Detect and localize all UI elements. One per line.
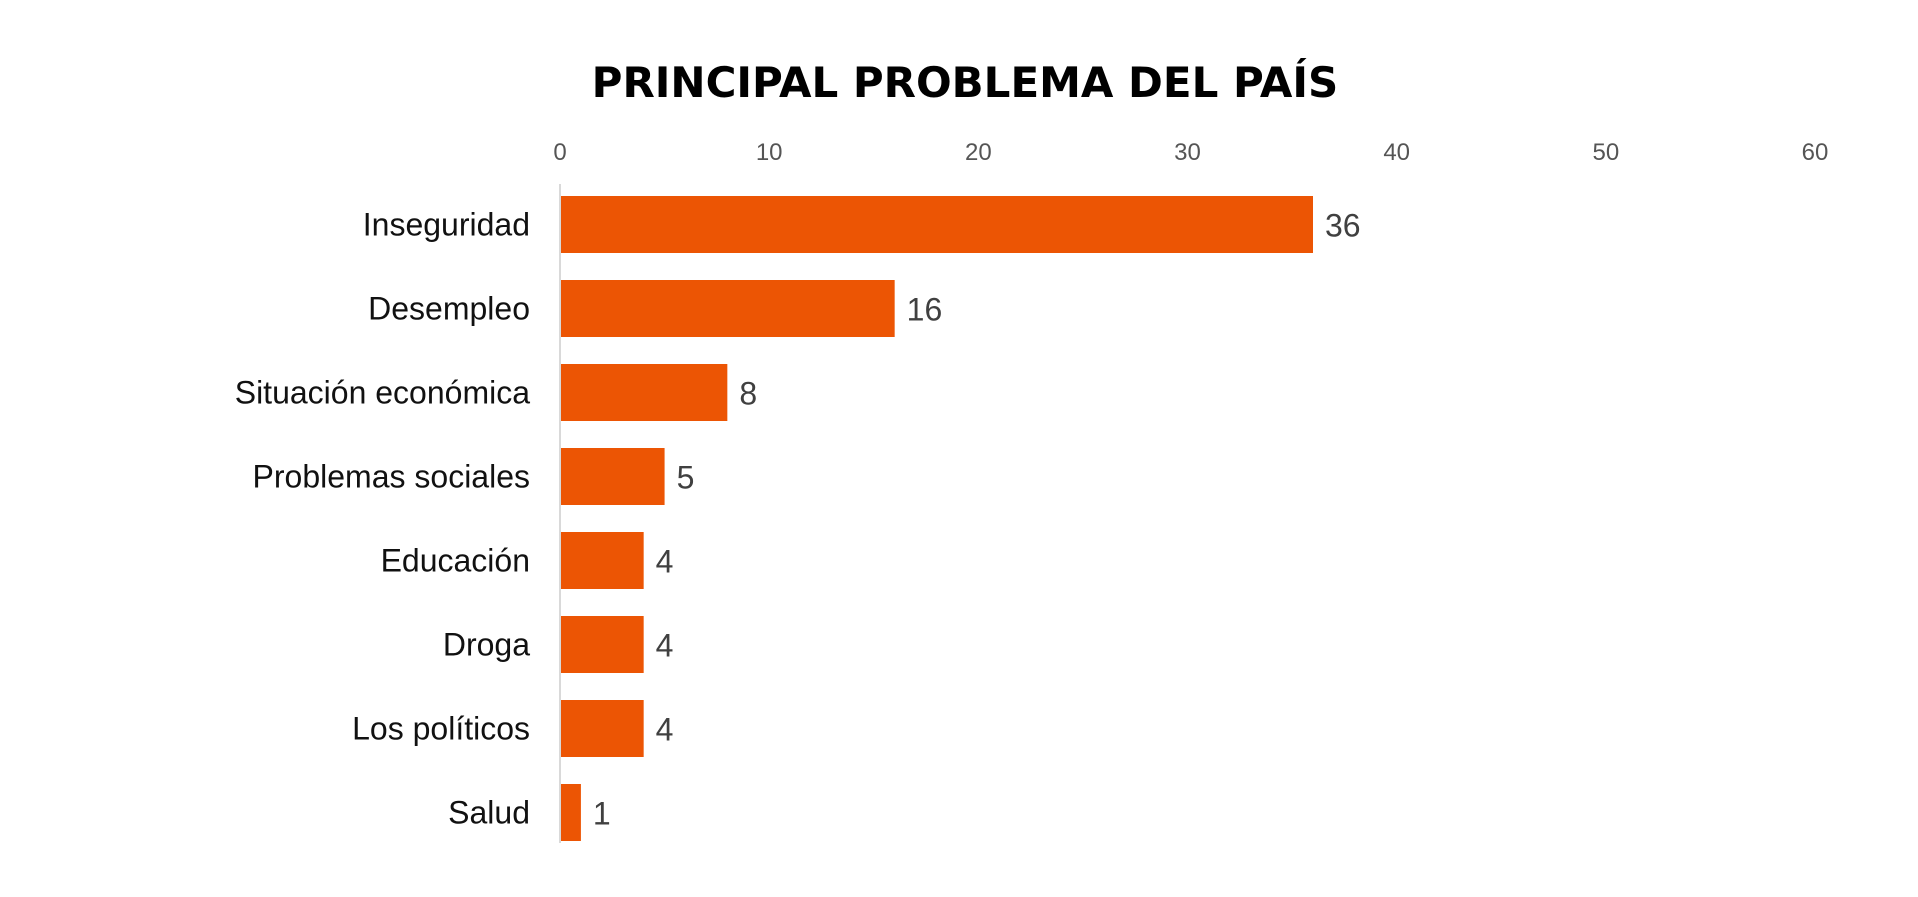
x-tick-label: 40 xyxy=(1383,139,1410,166)
data-label: 4 xyxy=(656,544,674,580)
category-label: Problemas sociales xyxy=(253,459,530,495)
data-labels: 36 16 8 5 4 4 4 1 xyxy=(593,208,1361,832)
data-label: 4 xyxy=(656,712,674,748)
data-label: 1 xyxy=(593,796,611,832)
x-tick-label: 60 xyxy=(1802,139,1829,166)
data-label: 36 xyxy=(1325,208,1361,244)
category-label: Droga xyxy=(443,627,530,663)
data-label: 8 xyxy=(739,376,757,412)
category-labels: Inseguridad Desempleo Situación económica P… xyxy=(235,207,530,831)
x-axis-ticks: 0 10 20 30 40 50 60 xyxy=(553,139,1828,166)
bar xyxy=(561,280,895,337)
x-tick-label: 30 xyxy=(1174,139,1201,166)
data-label: 4 xyxy=(656,628,674,664)
bar xyxy=(561,448,665,505)
bar xyxy=(561,616,644,673)
x-tick-label: 10 xyxy=(756,139,783,166)
x-tick-label: 20 xyxy=(965,139,992,166)
data-label: 5 xyxy=(677,460,695,496)
category-label: Salud xyxy=(448,795,530,831)
category-label: Inseguridad xyxy=(363,207,530,243)
bar xyxy=(561,364,728,421)
category-label: Desempleo xyxy=(368,291,530,327)
bars-group xyxy=(561,196,1313,841)
bar xyxy=(561,196,1313,253)
x-tick-label: 0 xyxy=(553,139,566,166)
chart-title: PRINCIPAL PROBLEMA DEL PAÍS xyxy=(592,57,1339,107)
bar xyxy=(561,532,644,589)
category-label: Educación xyxy=(381,543,530,579)
bar xyxy=(561,784,581,841)
data-label: 16 xyxy=(907,292,943,328)
x-tick-label: 50 xyxy=(1592,139,1619,166)
category-label: Los políticos xyxy=(352,711,530,747)
category-label: Situación económica xyxy=(235,375,530,411)
bar xyxy=(561,700,644,757)
